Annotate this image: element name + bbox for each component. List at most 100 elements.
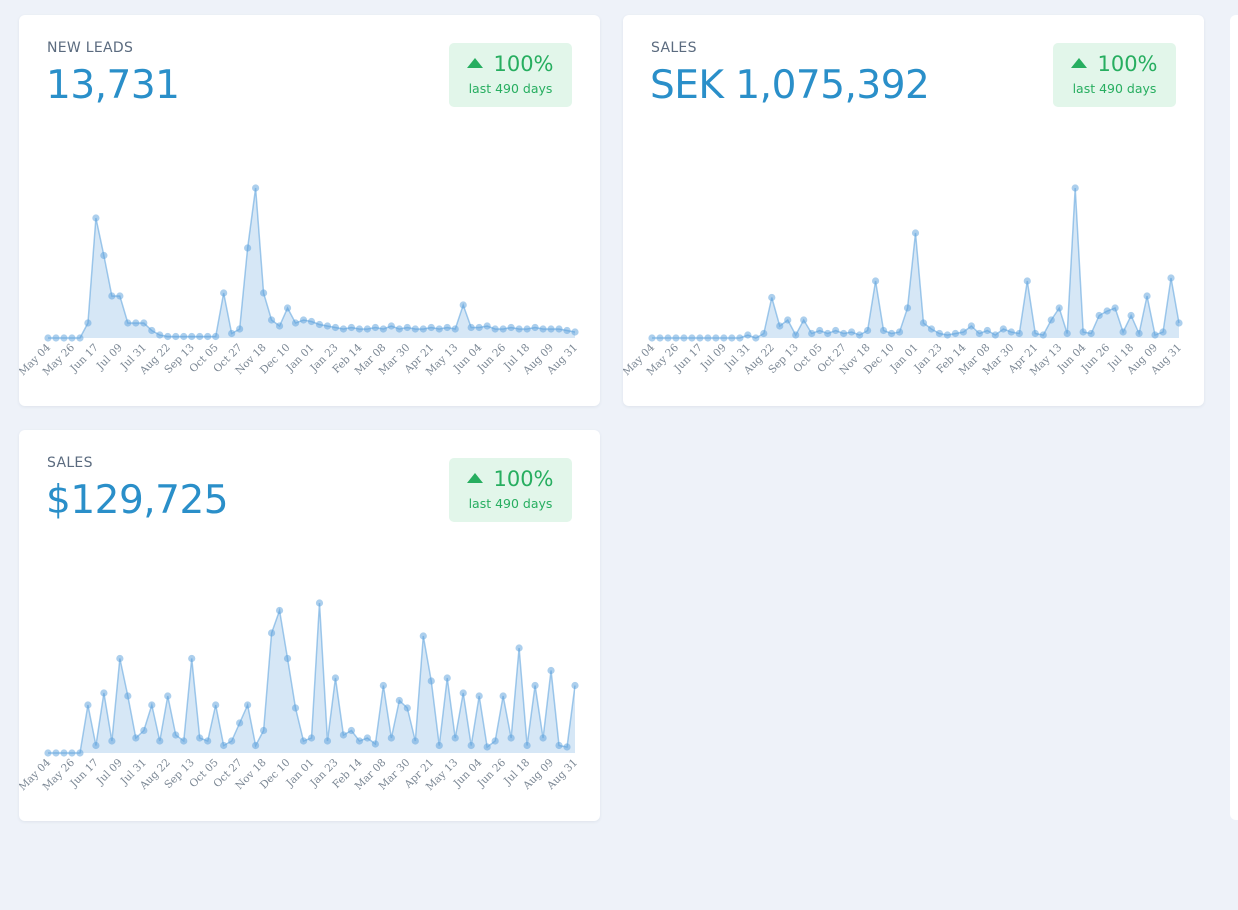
- point: [824, 329, 832, 338]
- point: [776, 322, 784, 330]
- point: [116, 654, 124, 663]
- point: [212, 701, 220, 709]
- point: [379, 325, 387, 333]
- change-badge: 100% last 490 days: [1053, 43, 1176, 107]
- point: [1111, 304, 1119, 312]
- point: [1103, 307, 1111, 315]
- point: [451, 325, 459, 333]
- point: [1159, 328, 1167, 336]
- x-tick-label: Jul 09: [698, 342, 729, 373]
- total-value: $129,725: [46, 478, 229, 523]
- x-tick-label: Jul 09: [94, 757, 125, 788]
- point: [871, 277, 880, 285]
- point: [531, 681, 539, 690]
- point: [903, 304, 912, 312]
- point: [911, 229, 920, 237]
- point: [244, 244, 252, 252]
- point: [672, 334, 680, 342]
- point: [1039, 331, 1047, 339]
- point: [927, 325, 936, 333]
- point: [816, 326, 824, 335]
- point: [275, 606, 284, 615]
- total-value: SEK 1,075,392: [650, 63, 930, 108]
- point: [148, 701, 156, 709]
- point: [395, 325, 403, 333]
- point: [60, 749, 68, 757]
- change-period: last 490 days: [1072, 81, 1157, 96]
- point: [999, 325, 1007, 333]
- point: [252, 741, 260, 750]
- point: [951, 329, 960, 338]
- point: [507, 323, 515, 332]
- point: [100, 251, 108, 260]
- point: [108, 292, 116, 300]
- point: [752, 334, 760, 342]
- point: [467, 323, 475, 332]
- point: [1127, 311, 1135, 320]
- point: [983, 326, 991, 335]
- point: [491, 325, 499, 333]
- point: [547, 325, 555, 333]
- point: [943, 331, 952, 339]
- point: [331, 674, 340, 682]
- point: [220, 741, 228, 750]
- point: [887, 329, 896, 338]
- point: [688, 334, 696, 342]
- point: [1087, 329, 1095, 338]
- point: [696, 334, 704, 342]
- change-badge: 100% last 490 days: [449, 458, 572, 522]
- point: [299, 737, 308, 745]
- point: [863, 326, 872, 335]
- point: [244, 701, 252, 709]
- change-period: last 490 days: [468, 496, 553, 511]
- point: [259, 726, 268, 735]
- point: [467, 741, 475, 750]
- point: [156, 737, 164, 745]
- point: [68, 334, 76, 342]
- point: [451, 734, 459, 742]
- point: [427, 677, 435, 685]
- point: [547, 666, 555, 675]
- point: [419, 325, 427, 333]
- point: [879, 326, 888, 335]
- point: [800, 316, 808, 324]
- point: [848, 328, 856, 336]
- point: [315, 320, 324, 329]
- point: [252, 184, 260, 192]
- point: [92, 214, 100, 222]
- point: [459, 301, 467, 309]
- point: [808, 329, 816, 338]
- point: [1015, 329, 1023, 338]
- point: [475, 323, 483, 332]
- point: [664, 334, 672, 342]
- point: [539, 734, 547, 742]
- card: May 04 May 26 Jun 17 Jul 09 Jul 31 Aug 22 Sep …: [623, 15, 1204, 406]
- point: [387, 734, 395, 742]
- point: [419, 632, 427, 640]
- card: May 04 May 26 Jun 17 Jul 09 Jul 31 Aug 22 Sep …: [19, 15, 600, 406]
- point: [84, 319, 92, 327]
- point: [76, 749, 84, 757]
- point: [132, 319, 140, 327]
- point: [1079, 328, 1087, 336]
- point: [180, 737, 188, 745]
- x-tick-label: Jul 09: [94, 342, 125, 373]
- point: [236, 719, 244, 727]
- point: [1143, 292, 1151, 300]
- point: [275, 322, 284, 330]
- card-title: SALES: [47, 455, 93, 471]
- point: [339, 325, 348, 333]
- point: [347, 323, 356, 332]
- card: May 04 May 26 Jun 17 Jul 09 Jul 31 Aug 22 Sep …: [19, 430, 600, 821]
- point: [347, 726, 356, 735]
- area: [652, 188, 1179, 338]
- point: [1023, 277, 1031, 285]
- point: [523, 741, 531, 750]
- point: [44, 749, 52, 757]
- point: [840, 329, 848, 338]
- point: [499, 325, 507, 333]
- point: [720, 334, 728, 342]
